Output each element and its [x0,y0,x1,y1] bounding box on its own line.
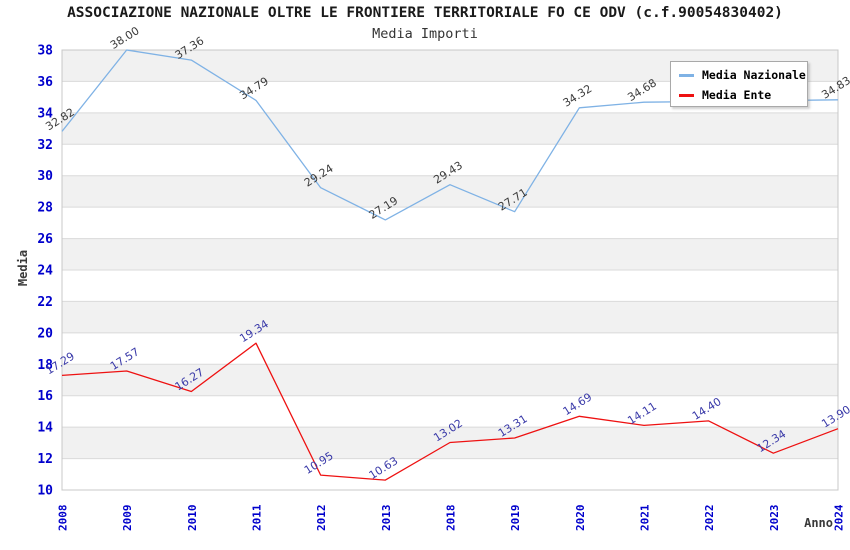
grid-band [62,395,838,428]
y-tick-label: 30 [37,169,53,184]
y-tick-label: 28 [37,201,53,216]
chart-title: ASSOCIAZIONE NAZIONALE OLTRE LE FRONTIER… [67,5,783,21]
y-tick-label: 32 [37,138,53,153]
y-tick-label: 18 [37,358,53,373]
grid-band [62,458,838,490]
x-tick-label: 2023 [768,505,781,532]
y-tick-label: 12 [37,452,53,467]
grid-band [62,301,838,333]
x-tick-label: 2008 [57,505,70,532]
grid-band [62,207,838,239]
y-tick-label: 22 [37,295,53,310]
x-tick-label: 2012 [315,505,328,532]
legend-label-media-ente: Media Ente [702,88,772,102]
y-tick-label: 20 [37,326,53,341]
y-axis-title: Media [16,250,30,286]
grid-band [62,332,838,365]
y-tick-label: 16 [37,389,53,404]
media-nazionale-line-swatch [679,73,694,77]
x-tick-label: 2011 [251,504,264,531]
legend-item-media-nazionale: Media Nazionale [679,67,806,83]
legend-label-media-nazionale: Media Nazionale [702,68,806,82]
y-tick-label: 24 [37,264,53,279]
x-tick-label: 2013 [380,505,393,532]
y-tick-label: 26 [37,232,53,247]
x-tick-label: 2009 [121,505,134,532]
x-tick-label: 2020 [574,505,587,532]
legend: Media Nazionale Media Ente [670,61,808,107]
y-tick-label: 36 [37,75,53,90]
grid-band [62,112,838,145]
y-tick-label: 14 [37,421,53,436]
x-tick-label: 2010 [186,505,199,532]
plot-frame [61,49,839,491]
data-label: 38.00 [108,24,142,52]
x-tick-label: 2021 [639,504,652,531]
x-tick-label: 2019 [509,505,522,532]
y-tick-label: 38 [37,44,53,59]
x-tick-label: 2022 [703,505,716,532]
legend-item-media-ente: Media Ente [679,87,771,103]
series-line-media-ente [61,342,839,481]
y-tick-label: 34 [37,106,53,121]
x-tick-label: 2024 [833,504,846,531]
grid-band [62,270,838,302]
media-ente-line-swatch [679,93,694,97]
grid-band [62,364,838,396]
grid-band [62,175,838,208]
x-tick-label: 2018 [445,505,458,532]
y-tick-label: 10 [37,484,53,499]
grid-band [62,238,838,270]
x-axis-title: Anno [804,516,833,530]
grid-band [62,144,838,176]
chart-subtitle: Media Importi [372,26,478,42]
